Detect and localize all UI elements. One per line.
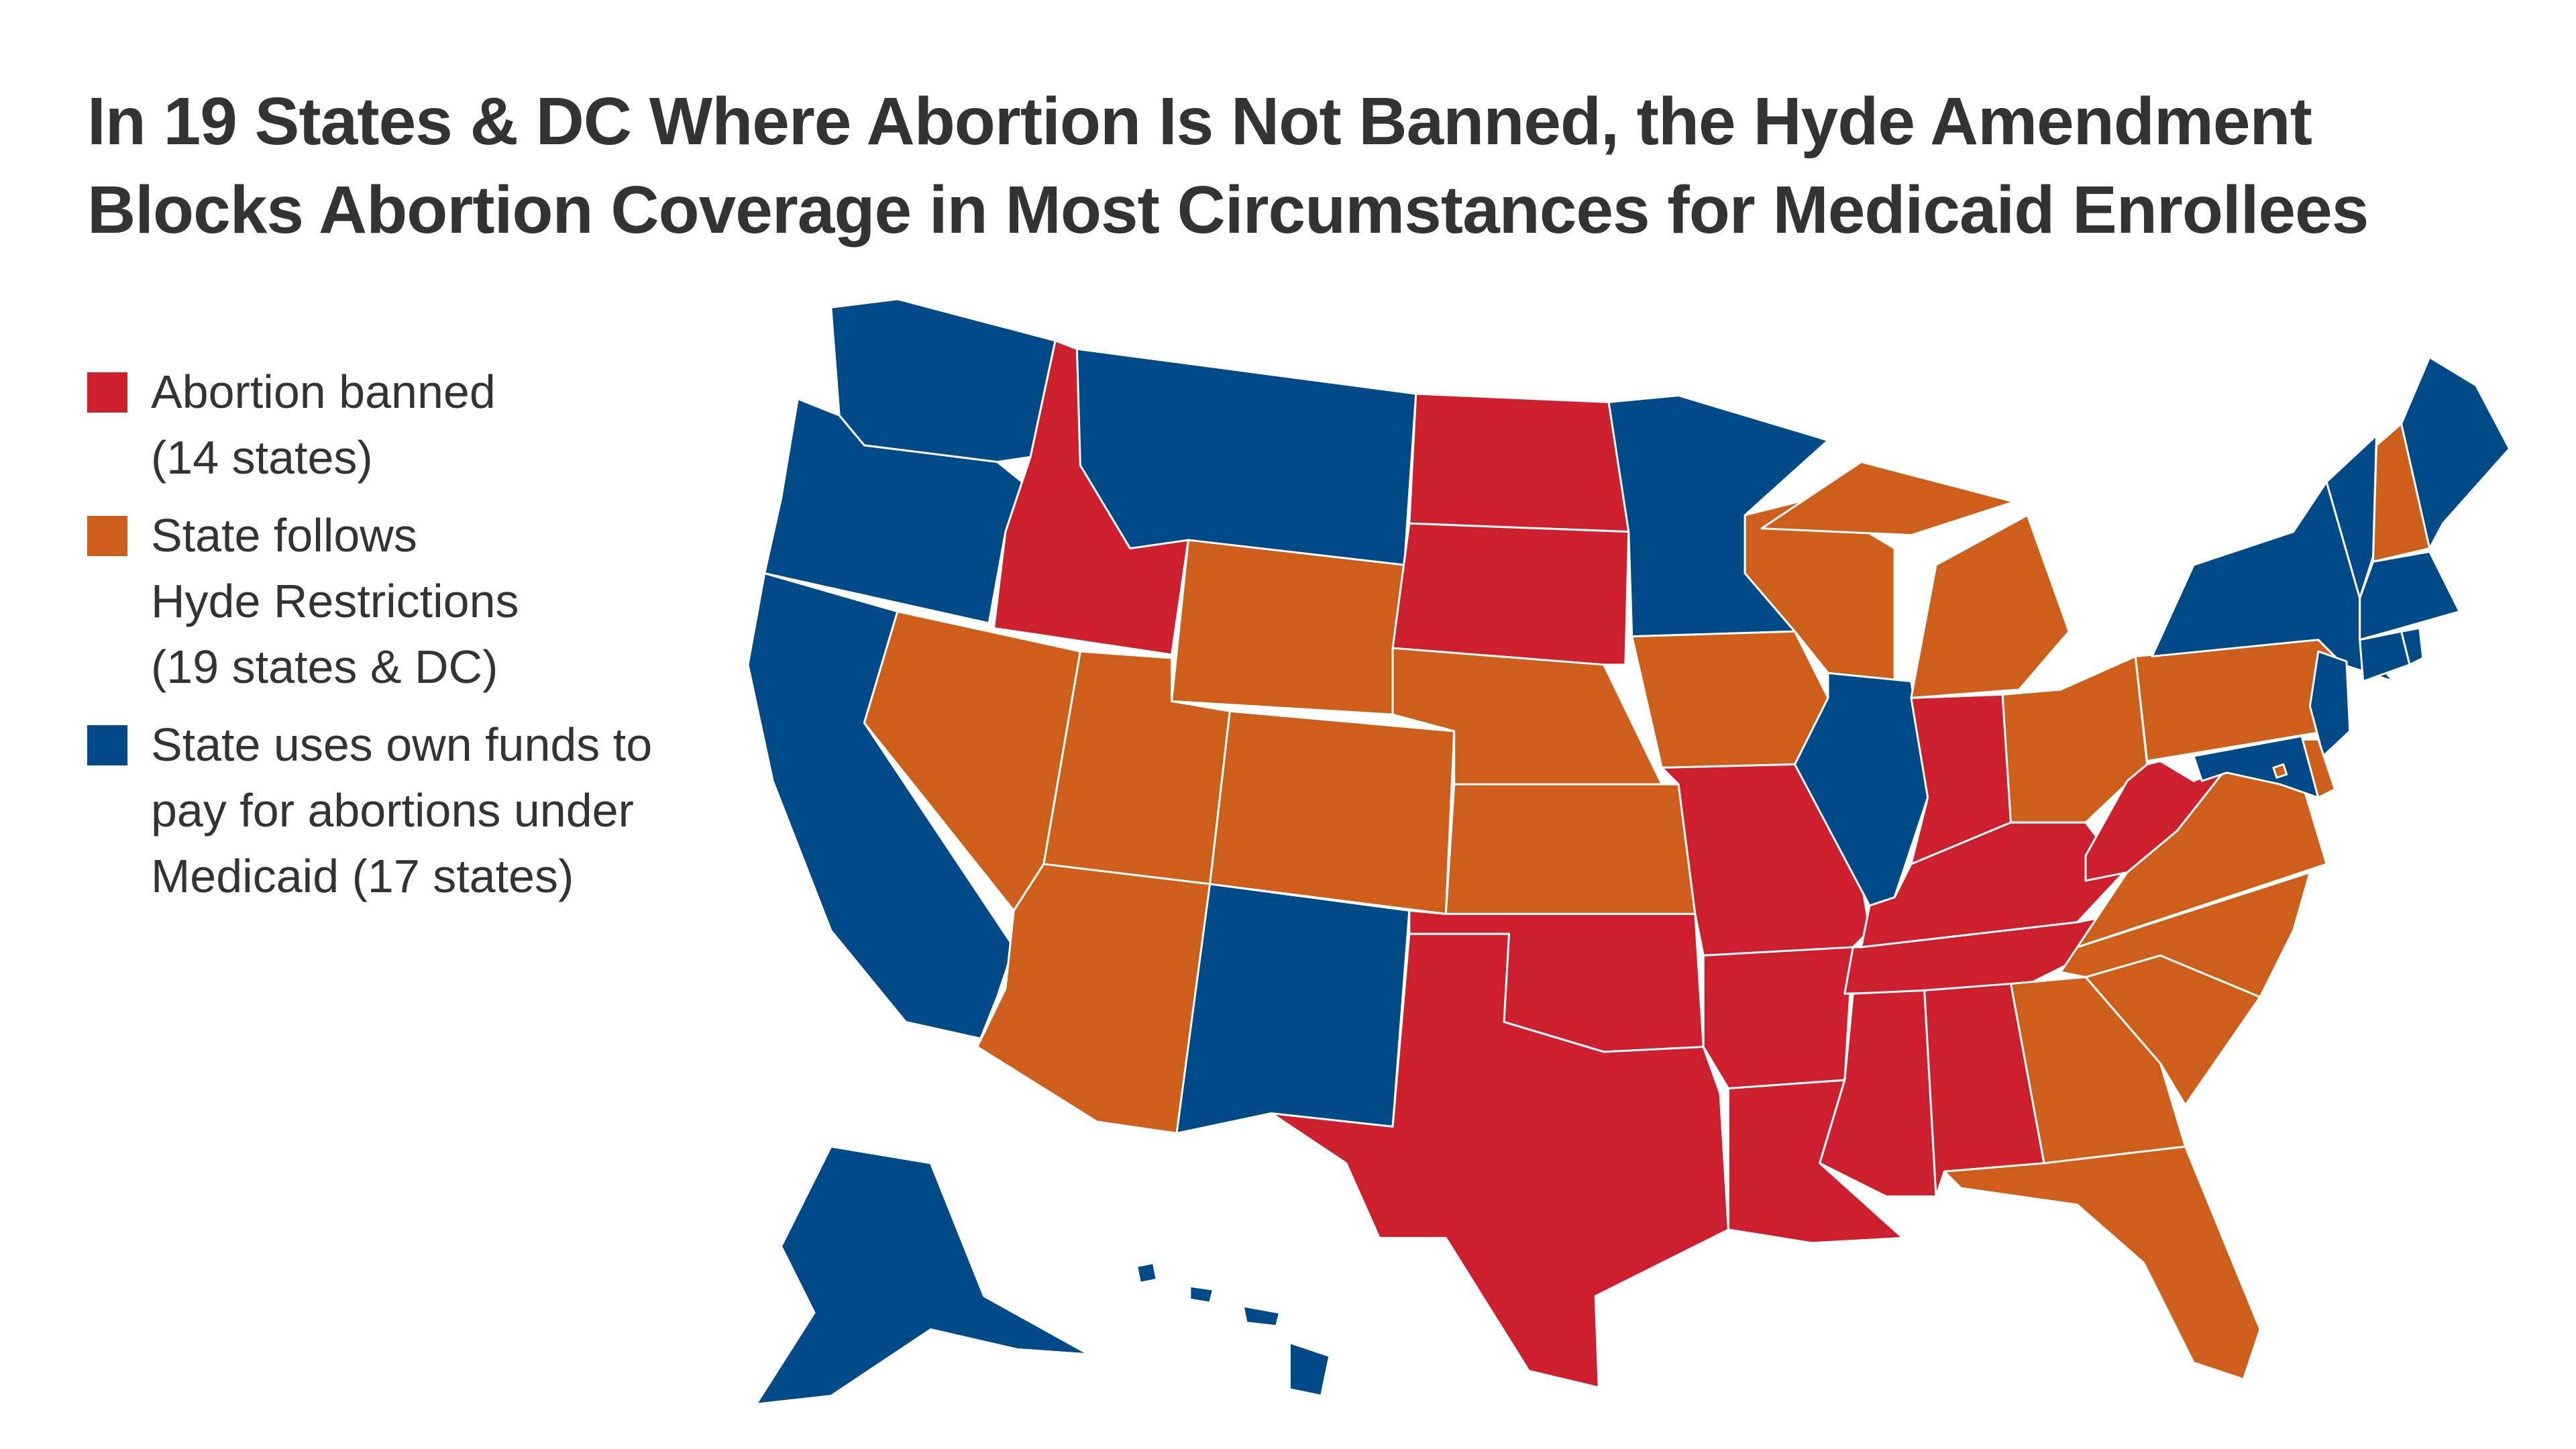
legend-label: State follows (151, 509, 417, 561)
state-tn (1843, 912, 2121, 995)
title-line-2: Blocks Abortion Coverage in Most Circums… (87, 172, 2369, 248)
legend-label: (14 states) (151, 431, 373, 484)
state-ak (755, 1145, 1090, 1405)
legend-swatch-banned (87, 372, 127, 413)
legend-label: (19 states & DC) (151, 641, 498, 693)
legend-item-hyde: State follows Hyde Restrictions (19 stat… (87, 502, 795, 700)
state-ga (2010, 976, 2187, 1165)
legend: Abortion banned (14 states) State follow… (87, 359, 795, 921)
state-me (2400, 356, 2511, 549)
state-nd (1408, 392, 1630, 533)
state-co (1209, 710, 1456, 915)
legend-item-banned: Abortion banned (14 states) (87, 359, 795, 490)
state-mt (1075, 347, 1417, 566)
state-ri (2400, 627, 2424, 666)
state-wa (830, 298, 1057, 464)
state-nm (1175, 883, 1411, 1134)
state-mi (1760, 461, 2070, 699)
state-nj (2308, 650, 2351, 757)
state-dc (2272, 763, 2288, 779)
chart-title: In 19 States & DC Where Abortion Is Not … (87, 77, 2369, 254)
legend-label: State uses own funds to (151, 718, 653, 771)
title-line-1: In 19 States & DC Where Abortion Is Not … (87, 84, 2312, 159)
state-md (2192, 735, 2320, 799)
state-ar (1702, 946, 1854, 1089)
state-sd (1391, 522, 1630, 666)
state-wy (1171, 539, 1405, 716)
state-tx (1270, 932, 1729, 1389)
state-fl (1943, 1145, 2261, 1381)
legend-label: Medicaid (17 states) (151, 850, 574, 902)
state-ct (2359, 630, 2411, 683)
legend-label: Abortion banned (151, 366, 496, 418)
state-ia (1631, 630, 1829, 769)
legend-label: Hyde Restrictions (151, 575, 519, 627)
legend-swatch-hyde (87, 516, 127, 556)
legend-swatch-own-funds (87, 725, 127, 765)
state-ma (2359, 550, 2461, 641)
state-ks (1444, 783, 1697, 915)
state-hi (1136, 1262, 1331, 1397)
legend-label: pay for abortions under (151, 784, 634, 837)
legend-item-own-funds: State uses own funds to pay for abortion… (87, 712, 795, 909)
